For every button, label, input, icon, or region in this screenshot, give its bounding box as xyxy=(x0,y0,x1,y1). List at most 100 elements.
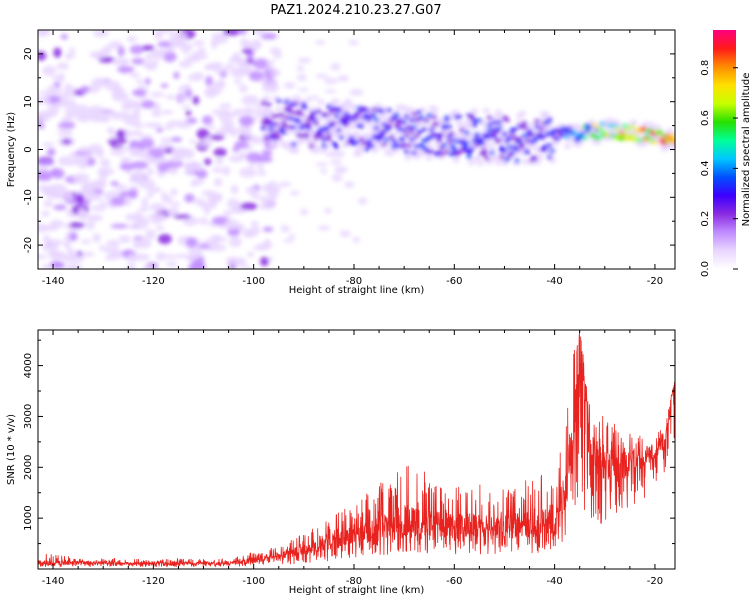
spectrogram-noise-blob xyxy=(63,238,71,249)
spectrogram-signal-core xyxy=(381,122,387,127)
spectrogram-signal-core xyxy=(546,155,553,160)
spectrogram-signal-core xyxy=(549,148,555,154)
spectrogram-noise-blob xyxy=(38,95,42,106)
spectrogram-noise-blob xyxy=(88,216,103,222)
snr-panel: -140 -120 -100 -80 -60 -40 -20 1000 2000 3000 400… xyxy=(6,329,676,596)
x-tick-label: -60 xyxy=(446,576,462,587)
spectrogram-signal-core xyxy=(554,136,560,142)
x-tick-label: -120 xyxy=(142,576,165,587)
spectrogram-noise-blob xyxy=(197,47,206,55)
spectrogram-signal-core xyxy=(484,135,490,140)
spectrogram-signal-core xyxy=(348,136,355,141)
spectrogram-noise-blob xyxy=(104,256,113,261)
spectrogram-noise-blob xyxy=(174,253,190,259)
spectrogram-signal-halo xyxy=(476,160,484,167)
spectrogram-noise-blob xyxy=(106,127,115,133)
y-tick-label: 20 xyxy=(23,48,34,61)
spectrogram-noise-blob xyxy=(185,164,195,174)
spectrogram-signal-core xyxy=(672,137,675,142)
spectrogram-noise-blob xyxy=(153,30,163,40)
spectrogram-signal-core xyxy=(599,121,606,126)
spectrogram-signal-halo xyxy=(494,159,502,166)
spectrogram-signal-core xyxy=(378,108,385,114)
spectrogram-signal-halo xyxy=(326,115,334,122)
x-tick-label: -80 xyxy=(346,276,362,287)
spectrogram-signal-halo xyxy=(290,145,298,152)
spectrogram-signal-core xyxy=(546,117,553,122)
spectrogram-noise-blob xyxy=(230,184,239,195)
spectrogram-signal-core xyxy=(524,150,530,155)
spectrogram-signal-core xyxy=(296,119,302,124)
spectrogram-noise-blob xyxy=(227,227,241,237)
spectrogram-signal-core xyxy=(273,122,280,127)
spectrogram-signal-core xyxy=(539,135,545,140)
spectrogram-noise-blob xyxy=(97,117,112,122)
spectrogram-signal-core xyxy=(285,124,292,130)
spectrogram-noise-blob xyxy=(141,197,149,209)
spectrogram-noise-blob xyxy=(164,254,177,260)
spectrogram-signal-core xyxy=(323,125,330,130)
spectrogram-noise-blob xyxy=(299,208,309,216)
y-tick-label: 1000 xyxy=(23,505,34,530)
spectrogram-signal-core xyxy=(301,102,307,107)
spectrogram-signal-core xyxy=(265,102,272,107)
spectrogram-signal-core xyxy=(579,131,586,137)
spectrogram-noise-blob xyxy=(262,226,274,232)
spectrogram-noise-blob xyxy=(129,188,138,199)
spectrogram-signal-core xyxy=(403,133,410,138)
spectrogram-noise-blob xyxy=(320,168,328,174)
spectrogram-signal-core xyxy=(504,117,510,123)
spectrogram-signal-halo xyxy=(341,106,349,113)
spectrogram-signal-core xyxy=(353,115,360,120)
colorbar-scale xyxy=(713,30,736,269)
spectrogram-noise-blob xyxy=(110,223,129,229)
spectrogram-signal-core xyxy=(541,144,548,150)
spectrogram-noise-blob xyxy=(344,181,355,188)
spectrogram-signal-core xyxy=(501,148,508,154)
spectrogram-signal-core xyxy=(657,130,663,135)
spectrogram-noise-blob xyxy=(215,157,224,165)
x-tick-label: -100 xyxy=(242,276,265,287)
spectrogram-signal-core xyxy=(275,98,282,104)
spectrogram-noise-blob xyxy=(349,88,364,96)
spectrogram-signal-core xyxy=(383,137,390,143)
spectrogram-noise-blob xyxy=(134,211,141,221)
spectrogram-noise-blob xyxy=(199,202,217,210)
spectrogram-signal-core xyxy=(326,104,332,109)
spectrogram-noise-blob xyxy=(263,239,272,246)
spectrogram-signal-core xyxy=(451,146,458,151)
spectrogram-noise-blob xyxy=(38,159,55,166)
spectrogram-noise-blob xyxy=(92,233,101,243)
spectrogram-noise-blob xyxy=(260,32,278,40)
spectrogram-noise-blob xyxy=(63,223,71,228)
spectrogram-noise-blob xyxy=(134,173,144,184)
spectrogram-noise-blob xyxy=(92,30,109,38)
spectrogram-signal-core xyxy=(614,126,621,131)
colorbar-tick-label: 0.0 xyxy=(700,261,711,277)
spectrogram-noise-blob xyxy=(155,127,164,133)
spectrogram-noise-blob xyxy=(221,119,235,127)
spectrogram-signal-core xyxy=(471,122,478,128)
spectrogram-signal-core xyxy=(514,147,520,152)
spectrogram-signal-core xyxy=(343,111,350,116)
spectrogram-noise-blob xyxy=(216,79,226,90)
spectrogram-noise-blob xyxy=(84,181,99,187)
spectrogram-signal-halo xyxy=(528,142,536,149)
spectrogram-signal-core xyxy=(438,151,445,157)
spectrogram-noise-blob xyxy=(238,115,254,127)
spectrogram-signal-core xyxy=(378,133,385,139)
spectrogram-signal-core xyxy=(423,118,430,123)
spectrogram-noise-blob xyxy=(133,122,145,129)
spectrogram-noise-blob xyxy=(119,163,135,171)
spectrogram-signal-core xyxy=(283,114,290,120)
spectrogram-signal-core xyxy=(386,123,392,128)
spectrogram-signal-core xyxy=(291,125,297,130)
spectrogram-noise-blob xyxy=(242,128,250,139)
spectrogram-noise-blob xyxy=(253,30,267,36)
spectrogram-signal-halo xyxy=(452,157,460,164)
spectrogram-noise-blob xyxy=(97,167,115,176)
spectrogram-signal-core xyxy=(306,125,312,131)
spectrogram-noise-blob xyxy=(43,187,54,198)
spectrogram-noise-blob xyxy=(58,122,76,129)
spectrogram-noise-blob xyxy=(88,143,103,155)
